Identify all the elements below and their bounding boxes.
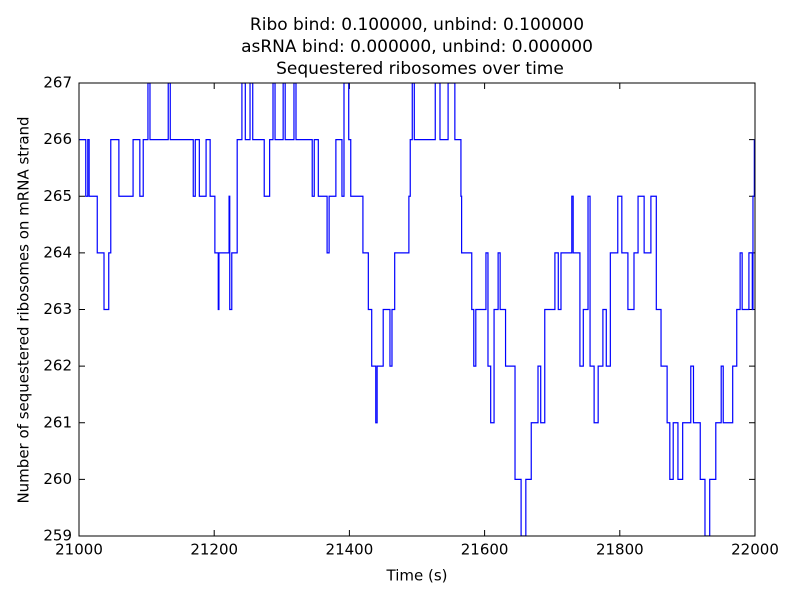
chart-title: Ribo bind: 0.100000, unbind: 0.100000: [250, 15, 584, 35]
x-tick-label: 21800: [596, 541, 644, 559]
plot-frame: [78, 82, 756, 537]
y-tick-label: 263: [43, 300, 72, 318]
x-tick-label: 21400: [326, 541, 374, 559]
x-axis-label: Time (s): [386, 567, 448, 585]
y-tick-label: 262: [43, 357, 72, 375]
x-tick-label: 21000: [55, 541, 103, 559]
chart-title: asRNA bind: 0.000000, unbind: 0.000000: [241, 37, 593, 57]
y-tick-label: 264: [43, 243, 72, 261]
y-tick-label: 261: [43, 413, 72, 431]
chart-title: Sequestered ribosomes over time: [276, 59, 564, 79]
data-line: [79, 83, 755, 536]
y-tick-label: 265: [43, 187, 72, 205]
x-tick-label: 22000: [731, 541, 779, 559]
y-tick-label: 260: [43, 470, 72, 488]
x-tick-label: 21600: [461, 541, 509, 559]
y-tick-label: 259: [43, 527, 72, 545]
y-tick-label: 267: [43, 74, 72, 92]
y-axis-label: Number of sequestered ribosomes on mRNA …: [15, 116, 33, 503]
x-tick-label: 21200: [190, 541, 238, 559]
y-tick-label: 266: [43, 130, 72, 148]
